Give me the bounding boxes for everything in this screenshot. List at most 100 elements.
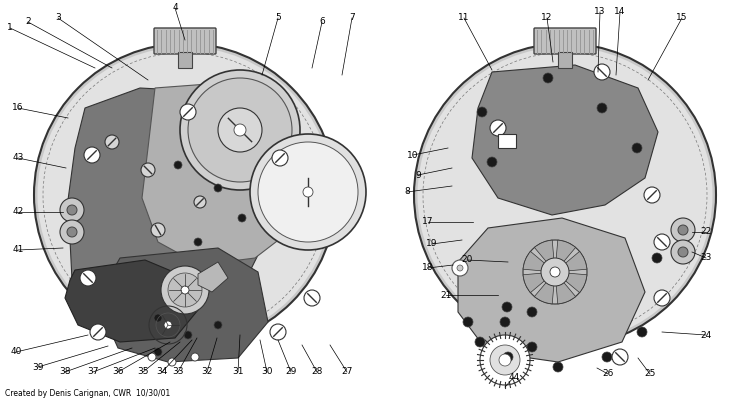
Circle shape <box>270 324 286 340</box>
Wedge shape <box>555 240 575 272</box>
Text: 21: 21 <box>441 290 452 300</box>
Circle shape <box>151 223 165 237</box>
Wedge shape <box>535 272 555 304</box>
Wedge shape <box>535 240 555 272</box>
Polygon shape <box>68 88 278 325</box>
Text: 37: 37 <box>87 368 99 376</box>
Circle shape <box>250 134 366 250</box>
Circle shape <box>84 147 100 163</box>
Ellipse shape <box>34 44 336 346</box>
Circle shape <box>490 345 520 375</box>
Circle shape <box>452 260 468 276</box>
Ellipse shape <box>414 44 716 346</box>
Text: 19: 19 <box>426 240 437 248</box>
Circle shape <box>164 321 172 329</box>
Text: 28: 28 <box>311 368 323 376</box>
Circle shape <box>632 143 642 153</box>
Circle shape <box>671 240 695 264</box>
Text: 10: 10 <box>407 150 419 160</box>
Text: 41: 41 <box>12 246 23 254</box>
Text: 32: 32 <box>201 368 212 376</box>
Text: 9: 9 <box>415 170 421 180</box>
Circle shape <box>654 290 670 306</box>
Circle shape <box>174 161 182 169</box>
Circle shape <box>475 337 485 347</box>
Circle shape <box>657 292 667 302</box>
Circle shape <box>180 70 300 190</box>
Text: 38: 38 <box>59 368 71 376</box>
Circle shape <box>304 290 320 306</box>
Circle shape <box>644 187 660 203</box>
Ellipse shape <box>417 47 712 343</box>
Polygon shape <box>102 248 268 362</box>
Polygon shape <box>458 218 645 362</box>
Circle shape <box>218 108 262 152</box>
Circle shape <box>503 352 513 362</box>
Circle shape <box>168 358 176 366</box>
Text: 1: 1 <box>7 24 13 32</box>
Text: 3: 3 <box>55 14 61 22</box>
Circle shape <box>161 266 209 314</box>
Circle shape <box>502 302 512 312</box>
Text: 42: 42 <box>12 208 23 216</box>
Text: 44: 44 <box>508 372 520 382</box>
Text: 33: 33 <box>172 368 184 376</box>
Circle shape <box>487 157 497 167</box>
Text: 12: 12 <box>541 14 553 22</box>
Text: 15: 15 <box>676 14 687 22</box>
Text: 2: 2 <box>25 18 31 26</box>
Circle shape <box>612 349 628 365</box>
Circle shape <box>67 227 77 237</box>
Circle shape <box>457 265 463 271</box>
Text: 25: 25 <box>645 370 656 378</box>
Circle shape <box>80 270 96 286</box>
FancyBboxPatch shape <box>498 134 516 148</box>
Polygon shape <box>198 262 228 292</box>
Circle shape <box>678 225 688 235</box>
Text: 31: 31 <box>232 368 244 376</box>
Text: 34: 34 <box>157 368 168 376</box>
Circle shape <box>527 342 537 352</box>
Text: Created by Denis Carignan, CWR  10/30/01: Created by Denis Carignan, CWR 10/30/01 <box>5 388 170 398</box>
Text: 36: 36 <box>112 368 123 376</box>
Circle shape <box>90 324 106 340</box>
Circle shape <box>214 184 222 192</box>
Text: 4: 4 <box>172 4 178 12</box>
Text: 11: 11 <box>459 14 470 22</box>
Polygon shape <box>142 82 310 265</box>
Circle shape <box>543 73 553 83</box>
Circle shape <box>303 187 313 197</box>
FancyBboxPatch shape <box>558 52 572 68</box>
Circle shape <box>499 354 511 366</box>
Text: 40: 40 <box>11 348 22 356</box>
Wedge shape <box>555 272 575 304</box>
Circle shape <box>258 142 358 242</box>
Circle shape <box>194 238 202 246</box>
Circle shape <box>272 150 288 166</box>
Text: 6: 6 <box>319 18 325 26</box>
Circle shape <box>637 327 647 337</box>
Circle shape <box>67 205 77 215</box>
Circle shape <box>550 267 560 277</box>
Circle shape <box>463 317 473 327</box>
Text: 27: 27 <box>341 368 352 376</box>
Circle shape <box>527 307 537 317</box>
Circle shape <box>238 214 246 222</box>
FancyBboxPatch shape <box>178 52 192 68</box>
Circle shape <box>181 286 189 294</box>
Text: 35: 35 <box>137 368 149 376</box>
Circle shape <box>188 78 292 182</box>
Circle shape <box>652 253 662 263</box>
Circle shape <box>500 317 510 327</box>
Circle shape <box>180 104 196 120</box>
FancyBboxPatch shape <box>154 28 216 54</box>
Wedge shape <box>523 272 555 292</box>
Text: 7: 7 <box>349 14 355 22</box>
Circle shape <box>523 240 587 304</box>
Text: 16: 16 <box>12 104 24 112</box>
Circle shape <box>141 163 155 177</box>
Circle shape <box>678 247 688 257</box>
Circle shape <box>654 234 670 250</box>
Circle shape <box>490 120 506 136</box>
Ellipse shape <box>38 47 333 343</box>
